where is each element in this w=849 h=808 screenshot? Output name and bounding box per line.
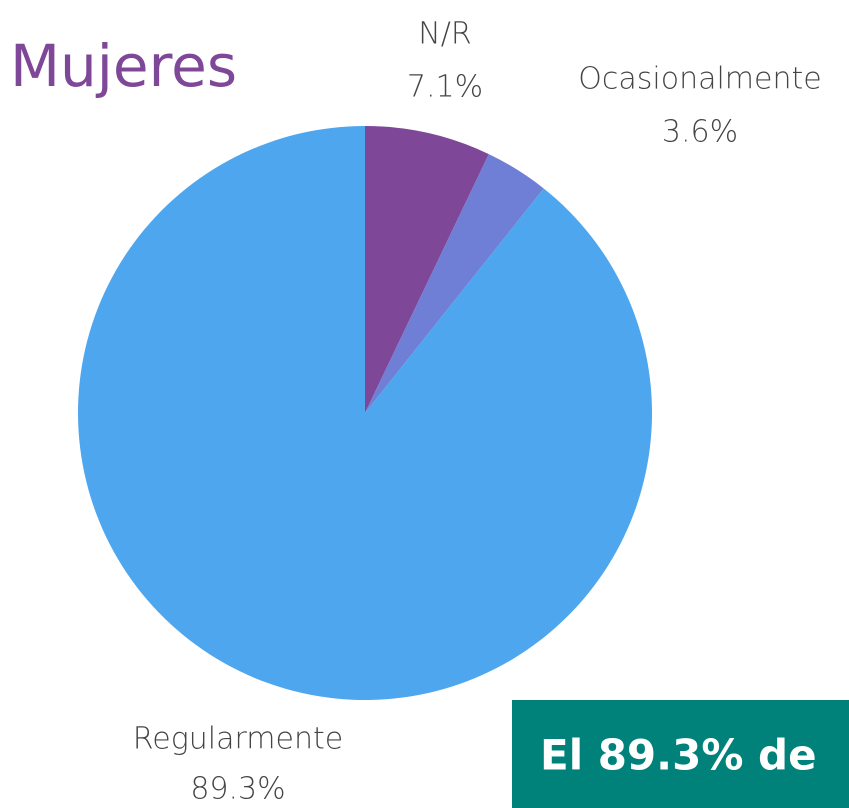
- chart-title: Mujeres: [10, 32, 237, 100]
- slice-label: N/R: [418, 17, 471, 52]
- slice-value-label: 89.3%: [190, 772, 285, 807]
- pie-slice: [77, 126, 652, 700]
- slice-label: Regularmente: [133, 722, 343, 757]
- slice-label: Ocasionalmente: [578, 62, 821, 97]
- slice-value-label: 7.1%: [407, 70, 483, 105]
- pie-slice: [365, 154, 544, 413]
- slice-value-label: 3.6%: [662, 115, 738, 150]
- annotation: El 89.3% de: [540, 731, 817, 780]
- pie-slice: [365, 126, 489, 413]
- banner: [512, 700, 849, 808]
